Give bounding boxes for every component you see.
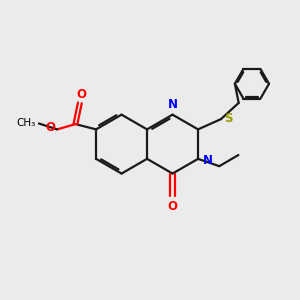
Text: O: O <box>46 122 56 134</box>
Text: N: N <box>202 154 212 167</box>
Text: S: S <box>224 112 232 125</box>
Text: CH₃: CH₃ <box>17 118 36 128</box>
Text: O: O <box>76 88 86 100</box>
Text: N: N <box>168 98 178 110</box>
Text: O: O <box>168 200 178 213</box>
